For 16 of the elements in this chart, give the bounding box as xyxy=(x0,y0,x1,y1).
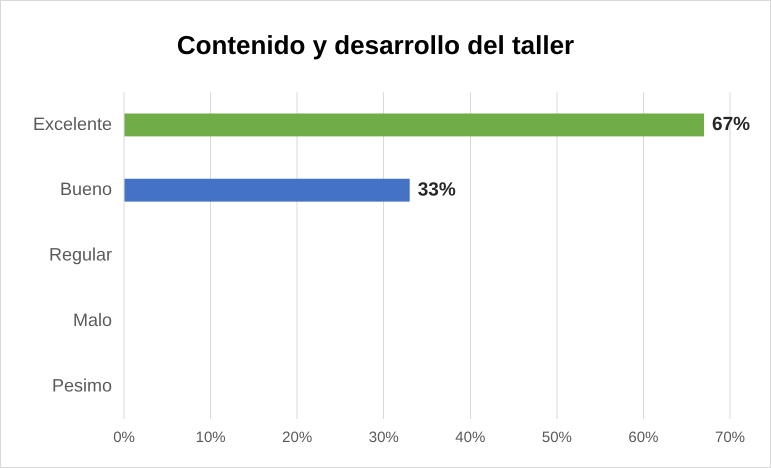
x-tick-label: 40% xyxy=(455,429,486,446)
x-tick-label: 10% xyxy=(196,429,226,446)
data-label: 67% xyxy=(712,114,750,136)
x-tick-label: 70% xyxy=(714,429,746,446)
y-tick-label: Pesimo xyxy=(52,375,112,396)
x-tick-label: 30% xyxy=(368,429,399,446)
y-tick-label: Bueno xyxy=(60,179,112,200)
x-tick-label: 0% xyxy=(113,429,135,446)
y-tick-label: Excelente xyxy=(32,114,112,134)
y-tick-label: Malo xyxy=(73,310,112,330)
x-tick-label: 50% xyxy=(542,429,572,446)
x-tick-label: 20% xyxy=(282,429,312,446)
x-tick-label: 60% xyxy=(628,429,658,446)
y-tick-label: Regular xyxy=(49,244,112,265)
data-label: 33% xyxy=(418,179,456,200)
chart-title: Contenido y desarrollo del taller xyxy=(176,30,574,60)
